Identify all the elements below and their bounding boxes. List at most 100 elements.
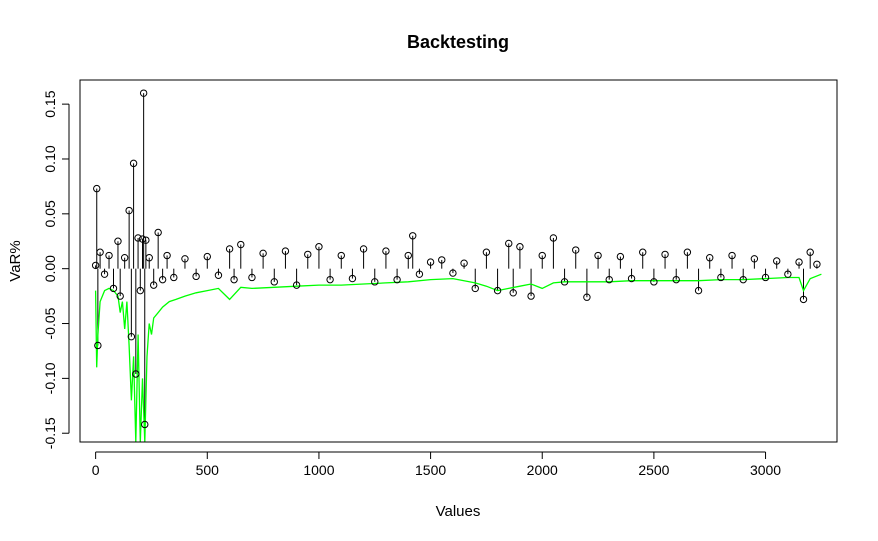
x-axis: 0 500 1000 1500 2000 2500 3000 bbox=[92, 451, 781, 478]
y-tick-label: 0.05 bbox=[42, 200, 58, 227]
plot-points-layer bbox=[91, 89, 821, 429]
return-point bbox=[114, 237, 122, 245]
return-point bbox=[225, 245, 234, 253]
return-point bbox=[493, 286, 502, 295]
return-point bbox=[116, 292, 124, 300]
return-point bbox=[471, 284, 479, 293]
return-point bbox=[672, 275, 680, 284]
return-point bbox=[750, 255, 759, 263]
x-tick-label: 1000 bbox=[303, 462, 334, 478]
return-point bbox=[404, 251, 412, 260]
return-point bbox=[449, 269, 457, 277]
return-point bbox=[784, 270, 792, 278]
return-point bbox=[120, 254, 129, 262]
return-point bbox=[96, 248, 104, 256]
return-point bbox=[773, 257, 781, 265]
return-point bbox=[163, 251, 171, 260]
return-point bbox=[170, 273, 178, 282]
return-point bbox=[134, 234, 142, 242]
return-point bbox=[304, 250, 312, 259]
return-point bbox=[125, 206, 133, 215]
return-point bbox=[154, 228, 162, 237]
y-tick-label: 0.15 bbox=[42, 90, 58, 117]
return-point bbox=[138, 235, 147, 243]
return-point bbox=[237, 240, 245, 249]
return-point bbox=[132, 370, 140, 378]
return-point bbox=[650, 278, 658, 286]
return-point bbox=[259, 249, 267, 258]
x-tick-label: 1500 bbox=[415, 462, 446, 478]
plot-frame bbox=[79, 79, 838, 443]
return-point bbox=[460, 259, 468, 267]
return-point bbox=[109, 284, 118, 293]
return-point bbox=[415, 270, 424, 278]
return-point bbox=[639, 248, 647, 256]
return-point bbox=[538, 251, 546, 260]
return-point bbox=[281, 247, 290, 255]
return-point bbox=[717, 273, 725, 282]
return-point bbox=[348, 274, 357, 283]
return-point bbox=[145, 254, 153, 262]
return-point bbox=[761, 273, 770, 282]
x-tick-label: 3000 bbox=[750, 462, 781, 478]
x-tick-label: 500 bbox=[196, 462, 220, 478]
return-point bbox=[158, 275, 167, 284]
return-point bbox=[739, 275, 747, 284]
return-point bbox=[270, 278, 278, 286]
return-point bbox=[616, 252, 625, 261]
return-point bbox=[795, 258, 803, 266]
return-point bbox=[799, 295, 808, 304]
return-point bbox=[149, 281, 158, 289]
return-point bbox=[627, 274, 636, 283]
return-point bbox=[661, 250, 669, 259]
return-point bbox=[527, 292, 535, 300]
return-point bbox=[100, 270, 109, 278]
return-point bbox=[139, 89, 148, 97]
return-point bbox=[371, 278, 379, 286]
return-point bbox=[337, 251, 345, 260]
return-point bbox=[105, 251, 113, 260]
return-point bbox=[806, 248, 814, 256]
return-point bbox=[94, 341, 102, 350]
return-point bbox=[728, 251, 736, 260]
return-point bbox=[315, 243, 323, 251]
return-point bbox=[141, 420, 149, 429]
plot-lines-layer bbox=[94, 93, 822, 443]
y-tick-label: 0.00 bbox=[42, 255, 58, 282]
return-point bbox=[813, 260, 821, 268]
return-point bbox=[706, 254, 714, 262]
return-point bbox=[93, 184, 101, 193]
return-point bbox=[505, 239, 513, 248]
return-point bbox=[382, 247, 390, 255]
return-point bbox=[583, 293, 591, 301]
return-point bbox=[214, 271, 223, 279]
x-tick-label: 2500 bbox=[638, 462, 669, 478]
return-point bbox=[127, 332, 136, 341]
return-point bbox=[594, 251, 602, 260]
y-tick-label: -0.15 bbox=[42, 417, 58, 449]
y-axis-label: VaR% bbox=[7, 240, 24, 281]
return-point bbox=[326, 275, 334, 284]
return-point bbox=[426, 258, 435, 266]
return-point bbox=[482, 248, 491, 256]
y-axis: -0.15 -0.10 -0.05 0.00 0.05 0.10 0.15 bbox=[42, 90, 70, 449]
return-point bbox=[230, 275, 238, 284]
y-tick-label: -0.05 bbox=[42, 307, 58, 339]
return-point bbox=[509, 289, 517, 297]
return-point bbox=[292, 281, 301, 289]
x-axis-label: Values bbox=[436, 503, 481, 520]
return-point bbox=[142, 236, 150, 244]
return-point bbox=[91, 261, 100, 270]
return-point bbox=[438, 256, 446, 264]
return-point bbox=[359, 245, 368, 253]
return-point bbox=[516, 243, 524, 251]
return-point bbox=[192, 272, 200, 281]
var-line bbox=[94, 273, 822, 443]
y-tick-label: -0.10 bbox=[42, 362, 58, 394]
return-point bbox=[683, 248, 692, 256]
return-point bbox=[393, 275, 401, 284]
y-tick-label: 0.10 bbox=[42, 145, 58, 172]
return-point bbox=[129, 159, 138, 168]
